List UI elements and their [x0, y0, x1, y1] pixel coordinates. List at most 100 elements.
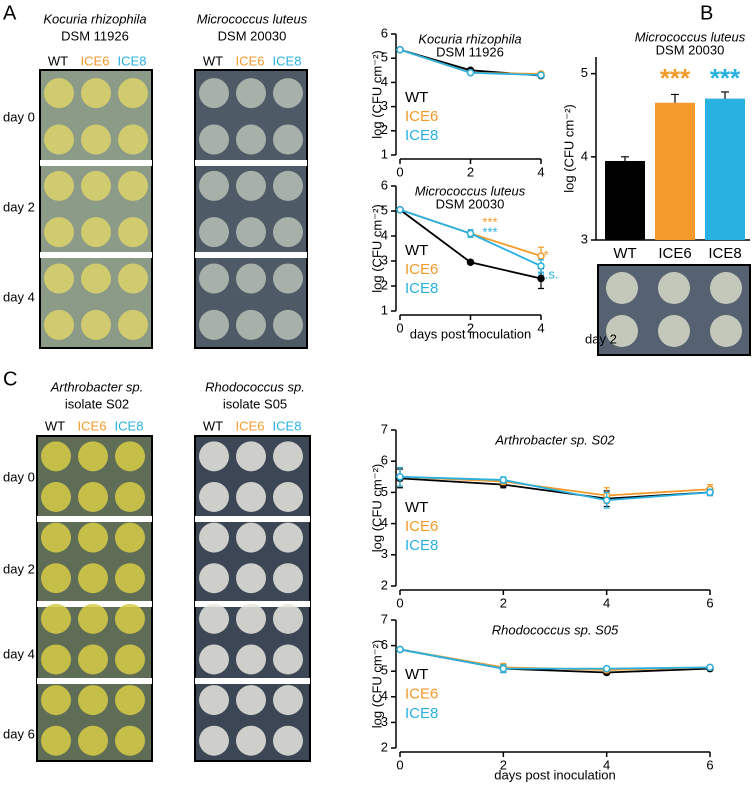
y-tick-label: 3	[381, 252, 388, 267]
x-tick-label: 0	[396, 595, 403, 610]
colony-spot	[236, 685, 266, 716]
colony-spot	[78, 563, 108, 594]
colony-spot	[115, 603, 145, 634]
x-tick-label: 2	[467, 320, 474, 335]
data-point	[537, 252, 545, 260]
plate-separator	[195, 252, 307, 258]
colony-spot	[273, 441, 303, 472]
colony-spot	[115, 644, 145, 675]
plate-separator	[37, 678, 152, 684]
colony-spot	[115, 563, 145, 594]
legend-entry: ICE6	[405, 261, 438, 278]
plate-title: Arthrobacter sp.	[50, 379, 144, 394]
legend-entry: ICE8	[405, 280, 438, 297]
colony-spot	[199, 124, 229, 155]
colony-spot	[236, 522, 266, 553]
y-axis-label: log (CFU cm⁻²)	[369, 464, 384, 552]
y-tick-label: 1	[381, 146, 388, 161]
series-line	[399, 475, 711, 502]
chart-subtitle: DSM 20030	[656, 42, 725, 57]
legend-entry: WT	[405, 666, 428, 683]
colony-spot	[115, 522, 145, 553]
chart-subtitle: DSM 20030	[436, 196, 505, 211]
day-label: day 0	[3, 469, 35, 484]
data-point	[466, 258, 475, 266]
colony-spot	[236, 603, 266, 634]
chart-title: Arthrobacter sp. S02	[494, 432, 615, 447]
colony-spot	[41, 644, 71, 675]
column-label: WT	[45, 418, 65, 433]
x-tick-label: 4	[537, 320, 544, 335]
legend-entry: ICE8	[405, 705, 438, 722]
colony-spot	[118, 78, 148, 109]
series-line	[399, 648, 711, 671]
colony-spot	[81, 217, 111, 248]
plate-subtitle: DSM 20030	[218, 28, 287, 43]
y-tick-label: 4	[381, 515, 388, 530]
colony-spot	[273, 481, 303, 512]
plate-subtitle: isolate S02	[65, 396, 129, 411]
column-label: ICE6	[236, 418, 265, 433]
colony-spot	[273, 644, 303, 675]
annotation: ***	[710, 63, 741, 93]
bar	[655, 102, 695, 240]
y-tick-label: 2	[381, 122, 388, 137]
colony-spot	[41, 481, 71, 512]
y-tick-label: 5	[581, 65, 588, 80]
colony-spot	[81, 170, 111, 201]
colony-spot	[710, 315, 742, 347]
colony-spot	[199, 309, 229, 340]
plate-photo	[194, 69, 308, 349]
colony-spot	[78, 441, 108, 472]
colony-spot	[44, 124, 74, 155]
data-point	[396, 473, 404, 481]
colony-spot	[118, 170, 148, 201]
colony-spot	[118, 309, 148, 340]
colony-spot	[236, 481, 266, 512]
column-label: ICE8	[118, 53, 147, 68]
column-label: WT	[48, 53, 68, 68]
colony-spot	[81, 124, 111, 155]
colony-spot	[118, 263, 148, 294]
series-line	[399, 475, 711, 497]
y-tick-label: 3	[381, 714, 388, 729]
colony-spot	[236, 263, 266, 294]
colony-spot	[236, 563, 266, 594]
x-tick-label: 6	[706, 595, 713, 610]
y-tick-label: 4	[381, 227, 388, 242]
y-tick-label: 5	[381, 50, 388, 65]
colony-spot	[273, 309, 303, 340]
colony-spot	[78, 603, 108, 634]
data-point	[466, 68, 475, 77]
legend-entry: ICE8	[405, 537, 438, 554]
colony-spot	[273, 563, 303, 594]
panel-letter: A	[3, 2, 17, 24]
data-point	[396, 206, 404, 214]
chart-title: Rhodococcus sp. S05	[492, 622, 619, 637]
colony-spot	[606, 315, 638, 347]
colony-spot	[236, 725, 266, 756]
data-point	[537, 71, 545, 79]
colony-spot	[115, 481, 145, 512]
plate-subtitle: isolate S05	[223, 396, 287, 411]
colony-spot	[44, 309, 74, 340]
data-point	[602, 664, 611, 673]
y-tick-label: 5	[381, 202, 388, 217]
colony-spot	[236, 124, 266, 155]
data-point	[537, 274, 545, 283]
colony-spot	[199, 522, 229, 553]
data-point	[466, 229, 475, 238]
error-bar	[621, 156, 629, 161]
colony-spot	[606, 272, 638, 304]
colony-spot	[658, 272, 690, 304]
y-axis-label: log (CFU cm⁻²)	[369, 204, 384, 292]
x-axis-label: days post inoculation	[410, 326, 531, 341]
colony-spot	[710, 272, 742, 304]
colony-spot	[236, 309, 266, 340]
day-label: day 0	[3, 109, 35, 124]
colony-spot	[81, 78, 111, 109]
colony-spot	[199, 603, 229, 634]
data-point	[396, 45, 404, 54]
day-label: day 2	[585, 331, 617, 346]
colony-spot	[273, 603, 303, 634]
